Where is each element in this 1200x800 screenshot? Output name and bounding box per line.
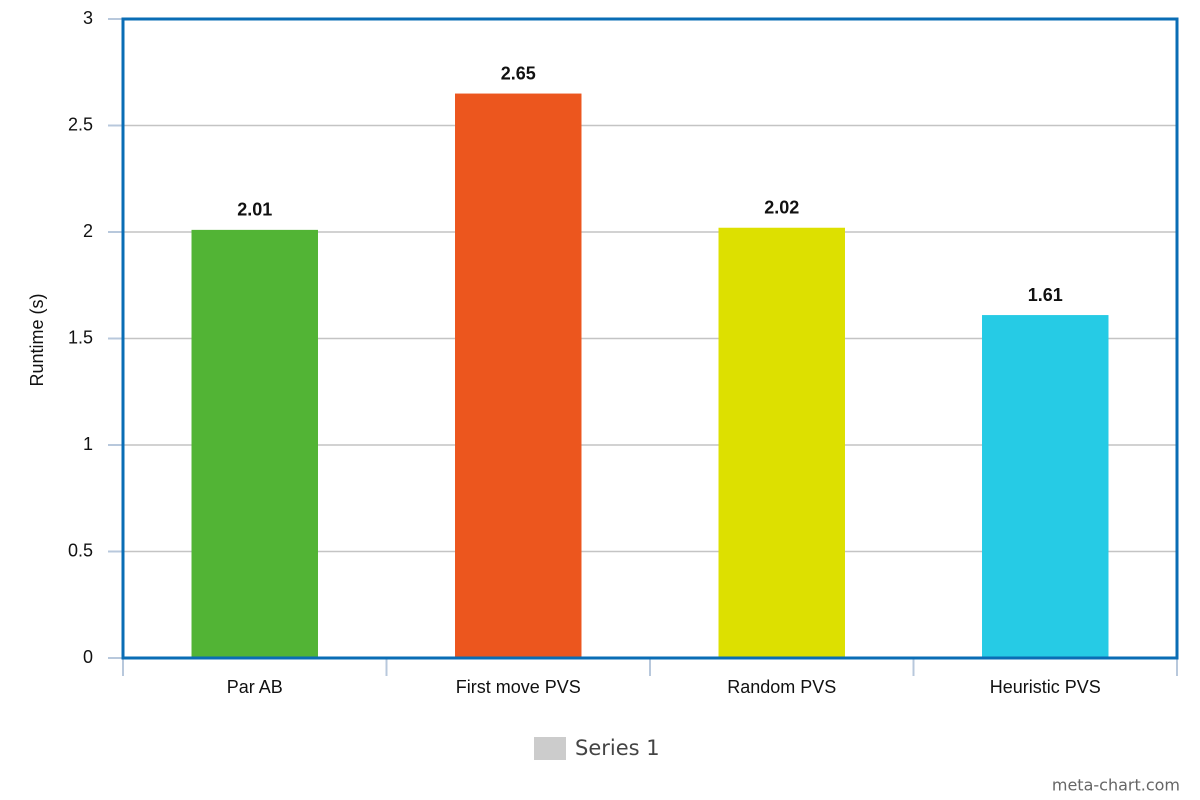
data-label: 1.61 <box>1028 285 1063 305</box>
x-tick-label: Par AB <box>227 677 283 697</box>
x-tick-label: First move PVS <box>456 677 581 697</box>
y-axis-label: Runtime (s) <box>27 293 47 386</box>
y-tick-label: 2 <box>83 221 93 241</box>
y-tick-label: 2.5 <box>68 114 93 134</box>
x-tick-label: Heuristic PVS <box>990 677 1101 697</box>
bar <box>191 229 318 658</box>
legend-swatch <box>534 737 566 760</box>
data-label: 2.65 <box>501 63 536 83</box>
bar <box>982 315 1109 658</box>
legend-label: Series 1 <box>575 736 660 760</box>
bar <box>718 227 845 659</box>
plot-border <box>121 17 1179 660</box>
data-label: 2.02 <box>764 197 799 217</box>
data-label: 2.01 <box>237 200 272 220</box>
y-tick-label: 0 <box>83 647 93 667</box>
y-tick-label: 1.5 <box>68 327 93 347</box>
y-tick-label: 3 <box>83 8 93 28</box>
y-tick-label: 1 <box>83 434 93 454</box>
bar <box>455 93 582 659</box>
watermark: meta-chart.com <box>1052 776 1180 795</box>
x-tick-label: Random PVS <box>727 677 836 697</box>
y-tick-label: 0.5 <box>68 540 93 560</box>
